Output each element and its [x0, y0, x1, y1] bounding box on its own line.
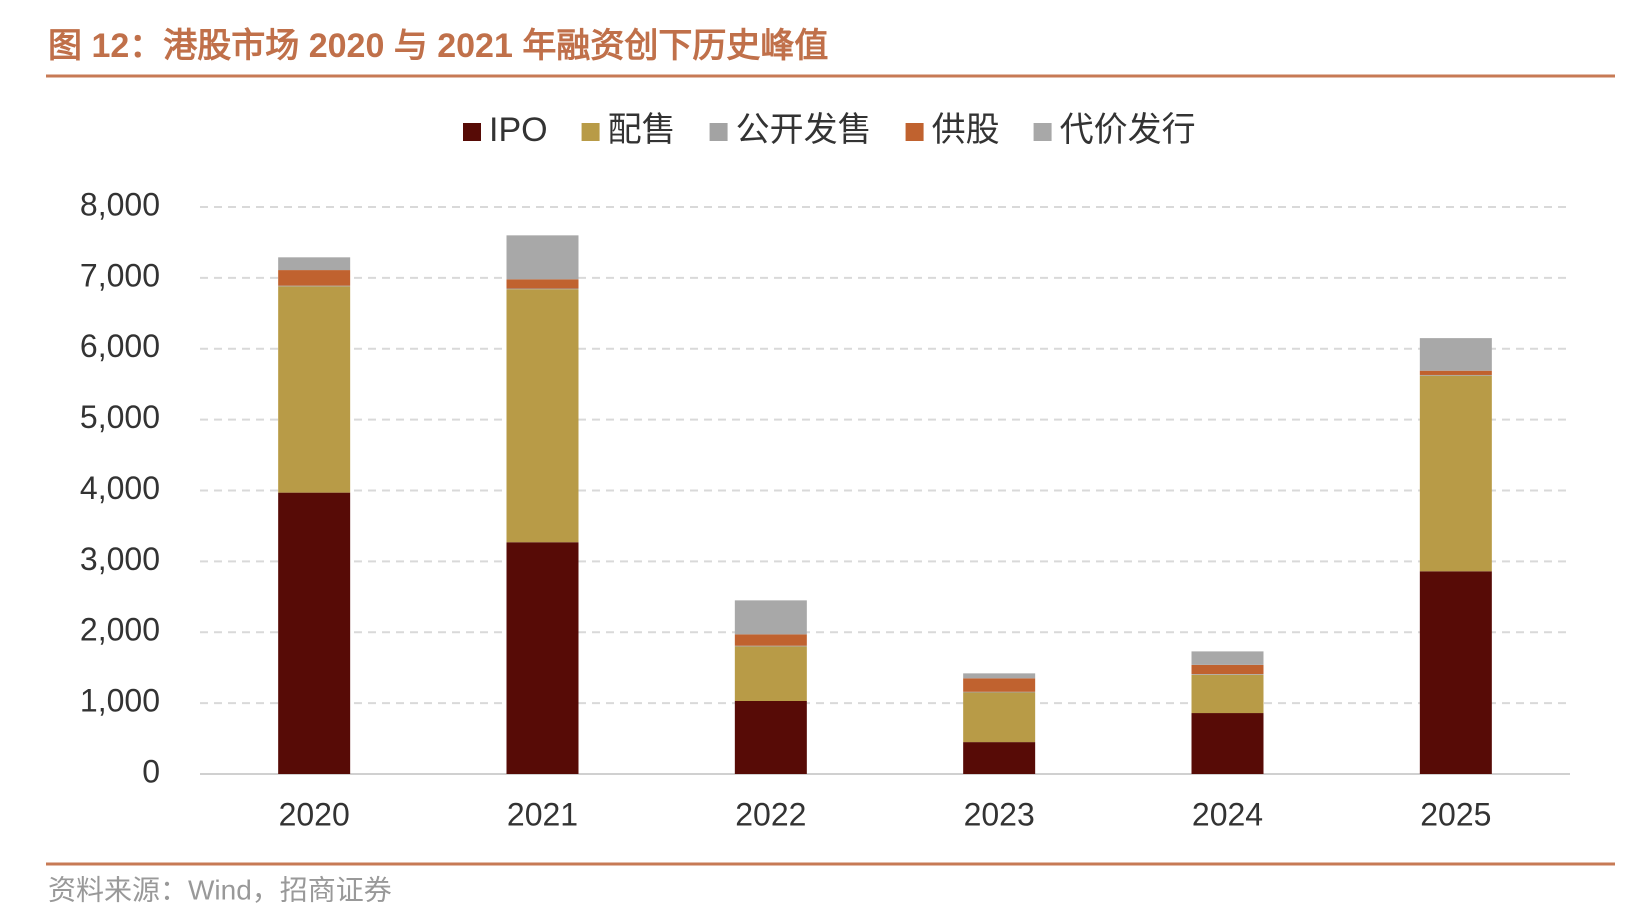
bar-segment [278, 257, 351, 271]
y-tick-label: 3,000 [80, 541, 160, 577]
bar-segment [506, 288, 579, 290]
bar-segment [1191, 713, 1264, 774]
bar-segment [1191, 674, 1264, 675]
legend-label: 公开发售 [736, 111, 872, 149]
legend-swatch [1033, 123, 1052, 141]
bar-segment [1419, 338, 1492, 371]
bar-segment [506, 235, 579, 280]
bar-segment [506, 279, 579, 289]
y-tick-label: 8,000 [80, 186, 160, 222]
bar-segment [963, 691, 1036, 693]
y-tick-label: 7,000 [80, 257, 160, 293]
x-tick-label: 2024 [1192, 796, 1263, 832]
legend-swatch [709, 123, 728, 141]
y-tick-label: 1,000 [80, 683, 160, 719]
x-tick-label: 2023 [964, 796, 1035, 832]
bar-segment [1191, 651, 1264, 665]
bar-segment [734, 634, 807, 646]
x-tick-label: 2021 [507, 796, 578, 832]
chart-title: 图 12：港股市场 2020 与 2021 年融资创下历史峰值 [48, 26, 828, 65]
legend-swatch [463, 123, 481, 141]
y-tick-label: 4,000 [80, 470, 160, 506]
bar-segment [278, 492, 351, 774]
bar-segment [1419, 370, 1492, 375]
bar-segment [506, 289, 579, 543]
legend-swatch [581, 123, 600, 141]
legend-label: IPO [489, 111, 548, 149]
x-tick-label: 2025 [1420, 796, 1491, 832]
legend-label: 代价发行 [1060, 111, 1196, 149]
y-tick-label: 2,000 [80, 612, 160, 648]
bar-segment [1419, 571, 1492, 774]
bar-segment [734, 645, 807, 647]
bar-segment [1419, 374, 1492, 376]
bar-segment [278, 286, 351, 493]
bar-segment [963, 678, 1036, 692]
bar-segment [1419, 375, 1492, 572]
bar-segment [734, 700, 807, 774]
bar-segment [1191, 664, 1264, 675]
legend-label: 供股 [932, 111, 1000, 149]
x-tick-label: 2022 [735, 796, 806, 832]
bar-segment [734, 646, 807, 701]
bar-segment [963, 742, 1036, 774]
source-note: 资料来源：Wind，招商证券 [48, 874, 392, 905]
bar-segment [278, 270, 351, 286]
legend-swatch [905, 123, 924, 141]
y-tick-label: 6,000 [80, 328, 160, 364]
legend-label: 配售 [608, 111, 676, 149]
y-tick-label: 5,000 [80, 399, 160, 435]
x-tick-label: 2020 [279, 796, 350, 832]
y-tick-label: 0 [142, 753, 160, 789]
bar-segment [1191, 674, 1264, 714]
bar-segment [963, 673, 1036, 679]
bar-segment [506, 542, 579, 774]
bar-segment [734, 600, 807, 635]
bar-segment [963, 692, 1036, 743]
bar-segment [278, 285, 351, 287]
